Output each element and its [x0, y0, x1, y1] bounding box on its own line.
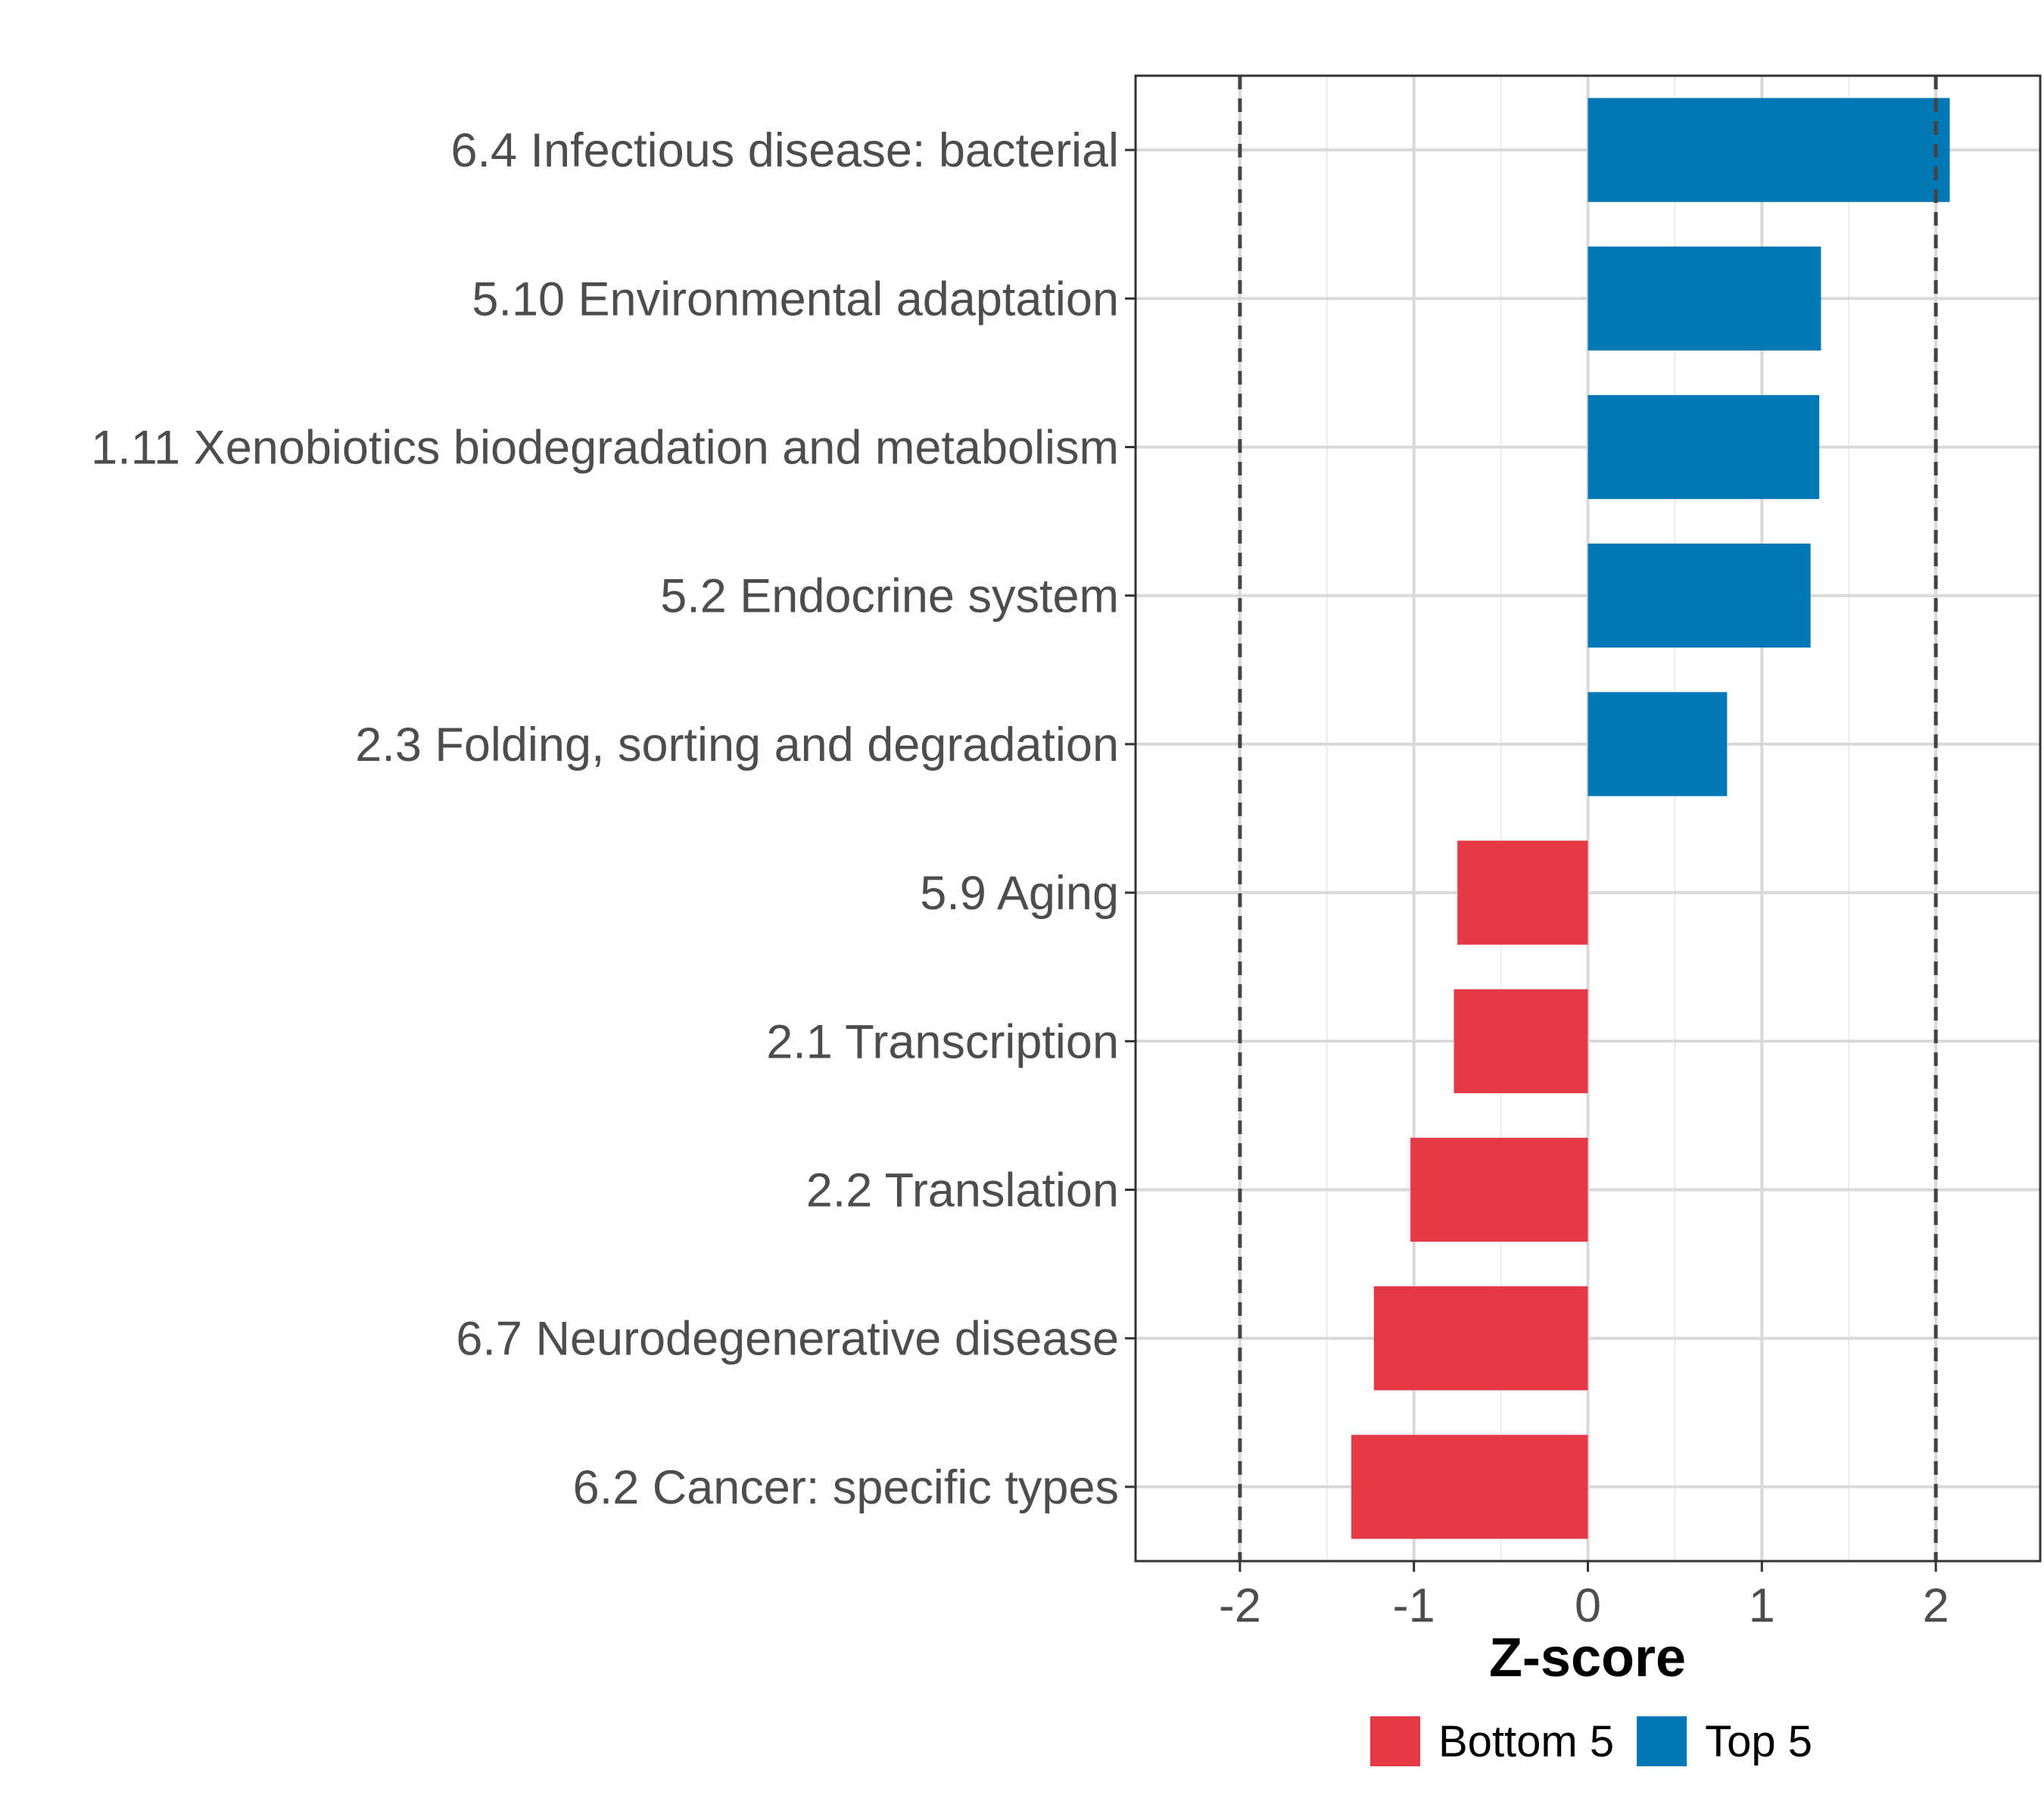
legend-key: [1637, 1716, 1687, 1766]
legend-label: Top 5: [1705, 1717, 1812, 1766]
category-label: 2.1 Transcription: [766, 1015, 1119, 1068]
legend: Bottom 5 Top 5: [1370, 1716, 1812, 1766]
category-label: 6.2 Cancer: specific types: [573, 1461, 1119, 1514]
bar: [1588, 98, 1950, 202]
x-tick-label: 0: [1575, 1579, 1601, 1632]
x-axis: -2 -1 0 1 2: [1219, 1561, 1949, 1632]
bar: [1588, 692, 1728, 796]
x-tick-label: 1: [1749, 1579, 1775, 1632]
category-label: 5.10 Environmental adaptation: [472, 273, 1119, 326]
bar: [1454, 989, 1588, 1093]
category-label: 5.2 Endocrine system: [660, 570, 1119, 623]
category-label: 6.7 Neurodegenerative disease: [456, 1313, 1119, 1366]
bar: [1373, 1286, 1588, 1391]
x-tick-label: 2: [1923, 1579, 1949, 1632]
bar: [1588, 246, 1821, 351]
legend-label: Bottom 5: [1438, 1717, 1614, 1766]
x-tick-label: -1: [1393, 1579, 1435, 1632]
reference-lines: [1238, 76, 1938, 1561]
bars: [1351, 98, 1950, 1539]
category-label: 1.11 Xenobiotics biodegradation and meta…: [91, 422, 1119, 475]
bar: [1588, 544, 1811, 648]
y-axis: 6.4 Infectious disease: bacterial 5.10 En…: [91, 124, 1136, 1514]
category-label: 5.9 Aging: [920, 867, 1119, 920]
x-tick-label: -2: [1219, 1579, 1261, 1632]
category-label: 2.2 Translation: [806, 1164, 1119, 1217]
bar: [1588, 394, 1820, 500]
category-label: 6.4 Infectious disease: bacterial: [450, 124, 1119, 177]
x-axis-title: Z-score: [1489, 1628, 1686, 1688]
bar: [1410, 1137, 1588, 1242]
bar: [1457, 840, 1588, 945]
bar: [1351, 1435, 1588, 1539]
category-label: 2.3 Folding, sorting and degradation: [355, 718, 1119, 771]
legend-key: [1370, 1716, 1420, 1766]
